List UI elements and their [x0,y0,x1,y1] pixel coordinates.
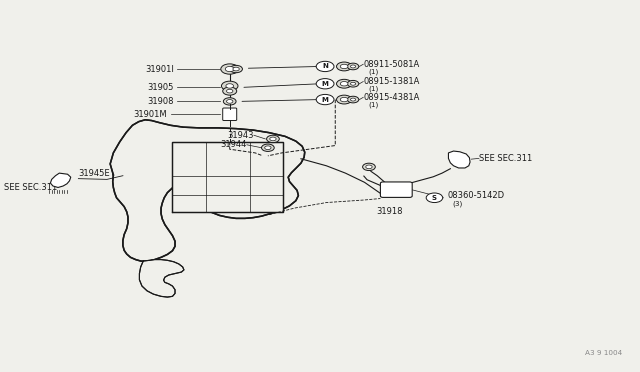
Circle shape [351,65,356,68]
Circle shape [270,137,276,141]
Circle shape [316,78,334,89]
Text: 31918: 31918 [377,207,403,217]
Circle shape [348,96,359,103]
Text: 08911-5081A: 08911-5081A [364,60,419,69]
Circle shape [230,65,243,73]
Circle shape [267,135,279,142]
Text: (3): (3) [452,200,463,206]
Circle shape [337,79,352,88]
Circle shape [337,62,352,71]
Circle shape [265,146,271,150]
Circle shape [221,64,239,74]
Text: A3 9 1004: A3 9 1004 [585,350,622,356]
Text: 31905: 31905 [147,83,173,92]
Circle shape [262,144,274,151]
Circle shape [363,163,375,170]
FancyBboxPatch shape [380,182,412,198]
Text: SEE SEC.311: SEE SEC.311 [479,154,532,163]
Text: 08915-1381A: 08915-1381A [364,77,420,86]
Circle shape [351,98,356,101]
Circle shape [340,81,348,86]
Circle shape [225,67,234,71]
Text: 31944: 31944 [221,140,247,149]
Text: 08915-4381A: 08915-4381A [364,93,420,102]
Text: N: N [322,64,328,70]
Circle shape [223,98,236,105]
Circle shape [227,89,233,93]
Text: 08360-5142D: 08360-5142D [447,192,504,201]
Text: 31908: 31908 [147,97,173,106]
Text: 31901M: 31901M [134,110,168,119]
Text: M: M [322,97,328,103]
Circle shape [227,100,233,103]
Circle shape [351,82,356,85]
Text: (1): (1) [369,102,379,108]
Text: SEE SEC.311: SEE SEC.311 [4,183,57,192]
Text: (1): (1) [369,68,379,75]
Text: M: M [322,81,328,87]
Circle shape [316,94,334,105]
Circle shape [340,64,348,69]
Polygon shape [110,120,305,262]
Polygon shape [51,173,71,187]
Text: 31945E: 31945E [78,169,110,177]
Text: S: S [432,195,437,201]
Circle shape [223,87,237,95]
Polygon shape [449,151,470,168]
Polygon shape [173,142,283,212]
Circle shape [348,63,359,70]
Text: 31901I: 31901I [145,64,173,74]
FancyBboxPatch shape [223,108,237,121]
Circle shape [226,84,234,88]
Polygon shape [140,260,184,297]
Circle shape [233,67,239,71]
Text: (1): (1) [369,86,379,92]
Text: 31943: 31943 [227,131,254,140]
Circle shape [316,61,334,71]
Circle shape [340,97,348,102]
Circle shape [348,80,359,87]
Circle shape [221,81,238,91]
Circle shape [366,165,372,169]
Circle shape [337,95,352,104]
Circle shape [426,193,443,202]
